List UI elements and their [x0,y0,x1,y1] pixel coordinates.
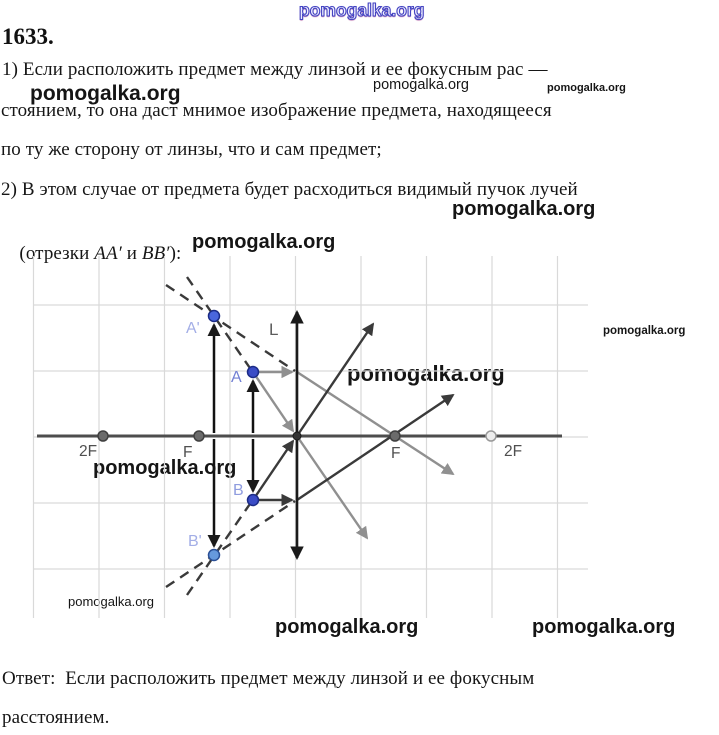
solution-step2-line2: (отрезки AA′ и BB′): [0,221,181,287]
solution-step1-line1: 1) Если расположить предмет между линзой… [2,59,548,80]
problem-number: 1633. [2,24,54,49]
point-2f-right [485,430,497,442]
rays-from-a [252,365,455,540]
answer-line1: Ответ: Если расположить предмет между ли… [2,668,535,689]
point-a-prime [207,309,221,323]
point-lens-center [292,431,302,441]
lens-diagram: 2F F F 2F L A' A B B' [32,256,588,618]
ray-b-refracted [296,393,455,501]
watermark: pomogalka.org [30,82,181,105]
solution-step1-line3: по ту же сторону от линзы, что и сам пре… [1,139,382,160]
point-b [246,493,260,507]
ray-a-center-continue [298,438,369,540]
label-lens: L [269,320,278,339]
point-f-left [193,430,205,442]
segment-aa: AA′ [94,243,122,264]
segments-suffix: ): [169,243,182,264]
label-a-prime: A' [186,320,200,337]
answer-line2: расстоянием. [2,707,110,728]
watermark-top: pomogalka.org [298,0,425,20]
watermark: pomogalka.org [275,616,419,638]
label-2f-left: 2F [79,443,97,460]
watermark: pomogalka.org [192,231,336,253]
point-2f-left [97,430,109,442]
watermark: pomogalka.org [452,198,596,220]
watermark: pomogalka.org [347,361,505,386]
ray-a-to-center [252,371,295,433]
solution-step2-line1: 2) В этом случае от предмета будет расхо… [1,179,578,200]
dashed-ext-central-b [186,500,253,596]
watermark: pomogalka.org [68,594,154,609]
point-a [246,365,260,379]
segment-bb: BB′ [141,243,170,264]
ray-b-center-continue [298,322,375,434]
label-b: B [233,482,244,499]
watermark: pomogalka.org [373,77,469,93]
segments-prefix: (отрезки [19,243,95,264]
watermark: pomogalka.org [532,616,676,638]
ray-b-to-center [252,439,295,501]
label-2f-right: 2F [504,443,522,460]
label-b-prime: B' [188,533,202,550]
point-b-prime [207,548,221,562]
ray-a-refracted [296,370,455,476]
dashed-ext-refracted-a [165,284,296,372]
watermark: pomogalka.org [603,325,686,337]
label-a: A [231,369,242,386]
dashed-ext-refracted-b [165,500,296,588]
label-f-left: F [183,444,192,461]
segments-conjunction: и [121,243,142,264]
point-f-right [389,430,401,442]
watermark: pomogalka.org [547,82,626,94]
label-f-right: F [391,445,400,462]
rays-from-b [252,322,455,507]
object-and-image-arrows [207,323,260,548]
solution-step1-line2: стоянием, то она даст мнимое изображение… [1,100,552,121]
